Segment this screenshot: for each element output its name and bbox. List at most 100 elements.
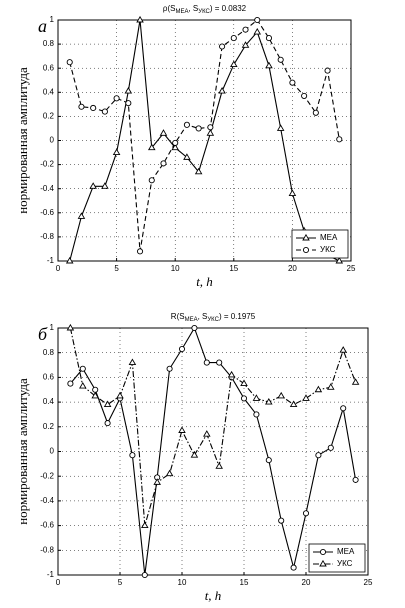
title-subscript: MEA (175, 9, 188, 15)
y-tick-label: 1 (50, 323, 55, 332)
marker (103, 400, 112, 408)
y-axis-label: нормированная амплитуда (15, 378, 30, 525)
title-part: , S (198, 312, 208, 321)
y-tick-label: -0.6 (40, 208, 54, 217)
title-subscript: УКС (207, 317, 219, 323)
marker (141, 521, 149, 529)
y-tick-label: 0.8 (43, 39, 55, 48)
marker (319, 559, 327, 567)
x-tick-label: 10 (171, 264, 180, 273)
marker (165, 469, 174, 477)
series-line (69, 19, 340, 262)
y-tick-label: -1 (47, 570, 55, 579)
chart-title: R(SMEA, SУКС) = 0.1975 (171, 312, 256, 322)
y-tick-label: -0.2 (40, 471, 54, 480)
marker (219, 43, 226, 50)
x-tick-label: 5 (114, 264, 119, 273)
marker (194, 167, 203, 175)
legend-box (308, 543, 366, 573)
y-tick-label: -0.6 (40, 521, 54, 530)
y-axis-label: нормированная амплитуда (15, 67, 30, 214)
marker (65, 256, 74, 264)
marker (148, 177, 155, 184)
marker (312, 109, 319, 116)
legend-label: УКС (337, 559, 353, 568)
marker (203, 430, 211, 437)
marker (227, 370, 236, 378)
marker (78, 103, 85, 110)
marker (89, 182, 97, 189)
x-tick-label: 20 (288, 264, 297, 273)
legend-label: MEA (320, 233, 338, 242)
marker (240, 395, 248, 402)
x-axis-label: t, h (205, 588, 222, 603)
marker (215, 462, 223, 469)
marker (302, 246, 310, 254)
marker (352, 476, 359, 483)
marker (278, 517, 285, 524)
marker (240, 379, 248, 387)
marker (195, 125, 202, 132)
panel-label: б (38, 324, 48, 344)
y-tick-label: 0.2 (43, 422, 55, 431)
marker (289, 79, 296, 86)
marker (67, 380, 74, 387)
title-part: ρ(S (163, 4, 176, 13)
title-part: ) = 0.0832 (210, 4, 247, 13)
y-tick-label: 0.6 (43, 373, 55, 382)
marker (166, 365, 173, 372)
x-tick-label: 25 (364, 578, 373, 587)
marker (101, 108, 108, 115)
title-subscript: MEA (185, 317, 198, 323)
x-tick-label: 15 (229, 264, 238, 273)
marker (172, 139, 179, 146)
title-part: , S (188, 4, 198, 13)
marker (290, 564, 297, 571)
marker (116, 391, 124, 399)
marker (252, 394, 261, 401)
marker (183, 153, 191, 160)
legend-box (291, 229, 349, 259)
marker (90, 104, 97, 112)
marker (159, 129, 168, 136)
y-tick-label: -1 (47, 256, 55, 265)
y-tick-label: 0.4 (43, 87, 55, 96)
marker (327, 383, 335, 390)
marker (230, 35, 237, 42)
marker (302, 510, 310, 517)
y-tick-label: -0.4 (40, 496, 54, 505)
marker (129, 452, 136, 459)
marker (160, 160, 167, 167)
x-tick-label: 15 (240, 578, 249, 587)
marker (241, 41, 250, 48)
marker (147, 143, 156, 151)
marker (66, 323, 75, 331)
y-tick-label: 0 (50, 136, 55, 145)
marker (178, 345, 186, 353)
marker (171, 143, 179, 151)
y-tick-label: 0.2 (43, 112, 55, 121)
marker (277, 391, 285, 399)
legend-label: MEA (337, 547, 355, 556)
x-tick-label: 20 (302, 578, 311, 587)
marker (314, 385, 323, 393)
marker (265, 35, 273, 42)
marker (351, 378, 360, 385)
marker (289, 400, 298, 408)
marker (302, 233, 310, 241)
plot-frame (57, 19, 352, 262)
marker (91, 391, 99, 399)
marker (254, 16, 261, 24)
marker (104, 420, 111, 427)
marker (190, 451, 199, 458)
x-axis-label: t, h (196, 274, 213, 289)
marker (207, 124, 214, 131)
y-tick-label: -0.4 (40, 184, 54, 193)
title-part: ) = 0.1975 (219, 312, 256, 321)
marker (124, 86, 133, 94)
y-tick-label: 0.6 (43, 63, 55, 72)
y-tick-label: 0.4 (43, 397, 55, 406)
marker (206, 129, 215, 136)
marker (141, 571, 148, 579)
